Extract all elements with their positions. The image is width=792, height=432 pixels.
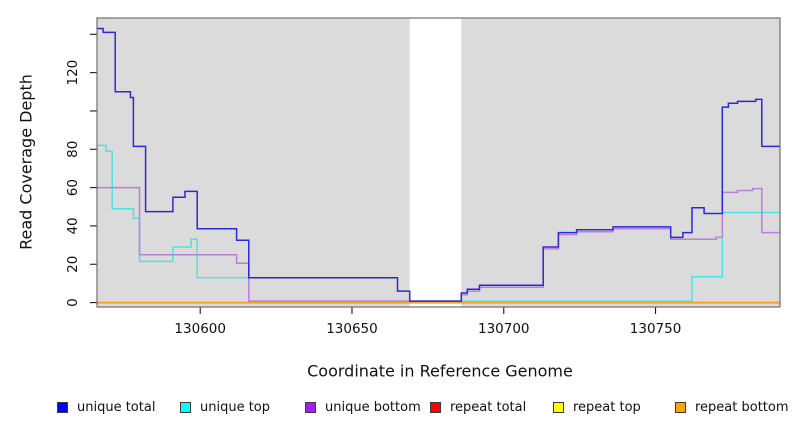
coverage-plot: 0 20 40 60 80 120 130600 130650 130700 130750 bbox=[65, 17, 781, 337]
legend-swatch-repeat-top bbox=[553, 402, 564, 413]
legend-swatch-repeat-bottom bbox=[675, 402, 686, 413]
x-axis-title: Coordinate in Reference Genome bbox=[307, 361, 573, 381]
y-tick-label: 20 bbox=[65, 256, 81, 273]
legend-item-unique-top: unique top bbox=[180, 400, 270, 415]
y-tick-label: 120 bbox=[65, 60, 81, 86]
series-line-unique-total bbox=[97, 27, 780, 302]
legend-label: unique top bbox=[200, 400, 271, 415]
y-axis-title: Read Coverage Depth bbox=[16, 74, 36, 250]
legend-swatch-unique-bottom bbox=[305, 402, 316, 413]
series-line-unique-bottom bbox=[97, 186, 780, 302]
legend-label: unique bottom bbox=[325, 400, 421, 415]
legend-item-unique-bottom: unique bottom bbox=[305, 400, 421, 415]
legend-label: unique total bbox=[77, 400, 156, 415]
legend-label: repeat total bbox=[450, 400, 527, 415]
legend-label: repeat bottom bbox=[695, 400, 789, 415]
legend-item-repeat-bottom: repeat bottom bbox=[675, 400, 789, 415]
legend-item-repeat-total: repeat total bbox=[430, 400, 526, 415]
x-tick-label: 130700 bbox=[478, 321, 530, 337]
coverage-gap-band bbox=[409, 18, 462, 307]
y-tick-label: 40 bbox=[65, 217, 81, 234]
legend-swatch-unique-top bbox=[180, 402, 191, 413]
series-line-unique-top bbox=[97, 144, 780, 302]
plot-frame bbox=[96, 17, 781, 308]
y-tick-label: 60 bbox=[65, 179, 81, 196]
legend-swatch-unique-total bbox=[57, 402, 68, 413]
legend-item-unique-total: unique total bbox=[57, 400, 155, 415]
x-tick-label: 130650 bbox=[326, 321, 378, 337]
legend: unique total unique top unique bottom re… bbox=[0, 400, 792, 420]
x-tick-label: 130600 bbox=[174, 321, 226, 337]
y-tick-label: 0 bbox=[65, 298, 81, 307]
legend-label: repeat top bbox=[573, 400, 641, 415]
legend-item-repeat-top: repeat top bbox=[553, 400, 641, 415]
y-tick-label: 80 bbox=[65, 141, 81, 158]
legend-swatch-repeat-total bbox=[430, 402, 441, 413]
x-tick-label: 130750 bbox=[630, 321, 682, 337]
